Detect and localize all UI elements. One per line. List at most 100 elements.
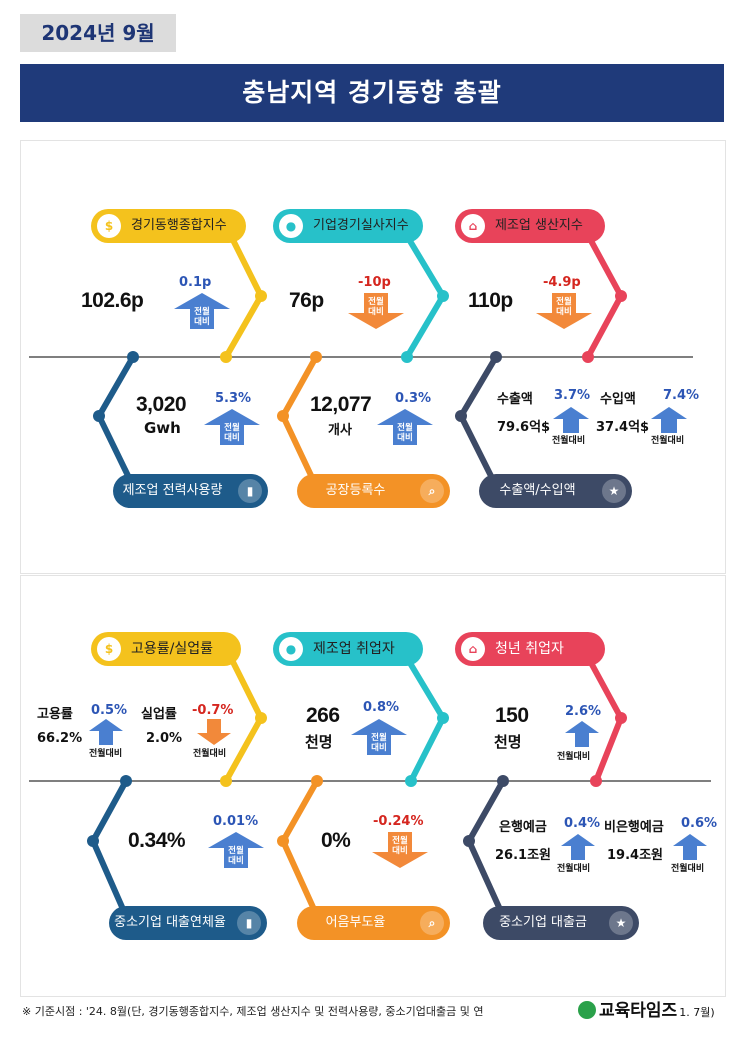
up-arrow-icon xyxy=(553,407,589,433)
manufacturing-employees-value: 266 xyxy=(306,704,340,727)
label-coincident-index: $ 경기동행종합지수 xyxy=(91,209,246,243)
up-arrow-icon xyxy=(565,721,599,747)
youth-mom-label: 전월대비 xyxy=(557,752,591,762)
factory-count-unit: 개사 xyxy=(328,423,352,438)
coin-icon: $ xyxy=(97,214,121,238)
star-icon: ★ xyxy=(609,911,633,935)
export-value: 79.6억$ xyxy=(497,420,551,435)
label-text: 제조업 전력사용량 xyxy=(122,483,223,498)
label-dishonored-bill-rate: 어음부도율 ⌕ xyxy=(297,906,450,940)
panel-economic-indices: $ 경기동행종합지수 ● 기업경기실사지수 ⌂ 제조업 생산지수 102.6p … xyxy=(20,140,726,574)
nonbank-deposit-change: 0.6% xyxy=(681,816,718,831)
production-index-value: 110p xyxy=(468,289,513,312)
label-text: 수출액/수입액 xyxy=(499,483,576,498)
unemployment-mom-label: 전월대비 xyxy=(193,749,227,759)
up-arrow-icon xyxy=(673,834,707,860)
employment-rate-value: 66.2% xyxy=(37,731,83,746)
label-text: 공장등록수 xyxy=(325,483,386,498)
label-text: 중소기업 대출연체율 xyxy=(114,915,226,930)
power-usage-value: 3,020 xyxy=(136,393,187,416)
import-change: 7.4% xyxy=(663,388,700,403)
mom-label: 전월 대비 xyxy=(556,297,572,317)
mom-label: 전월 대비 xyxy=(371,733,387,753)
factory-count-change: 0.3% xyxy=(395,391,432,406)
unemployment-rate-value: 2.0% xyxy=(146,731,183,746)
employment-rate-change: 0.5% xyxy=(91,703,128,718)
label-factory-registration: 공장등록수 ⌕ xyxy=(297,474,450,508)
export-mom-label: 전월대비 xyxy=(552,436,586,446)
youth-employees-change: 2.6% xyxy=(565,704,602,719)
footnote-end: 1. 7월) xyxy=(679,1006,715,1019)
bank-deposit-mom-label: 전월대비 xyxy=(557,864,591,874)
production-index-change: -4.9p xyxy=(543,275,581,290)
up-arrow-icon: 전월 대비 xyxy=(351,719,407,755)
import-value: 37.4억$ xyxy=(596,420,650,435)
down-arrow-icon: 전월 대비 xyxy=(372,832,428,868)
employment-mom-label: 전월대비 xyxy=(89,749,123,759)
up-arrow-icon: 전월 대비 xyxy=(208,832,264,868)
mom-label: 전월 대비 xyxy=(397,423,413,443)
mom-label: 전월 대비 xyxy=(368,297,384,317)
panel2-connector-graphics xyxy=(29,645,711,919)
page-title: 충남지역 경기동향 총괄 xyxy=(20,64,724,122)
footnote: ※ 기준시점 : '24. 8월(단, 경기동행종합지수, 제조업 생산지수 및… xyxy=(22,1005,484,1018)
up-arrow-icon: 전월 대비 xyxy=(204,409,260,445)
up-arrow-icon xyxy=(89,719,123,745)
bank-deposit-label: 은행예금 xyxy=(499,820,547,835)
down-arrow-icon: 전월 대비 xyxy=(536,293,592,329)
unemployment-rate-label: 실업률 xyxy=(141,707,177,722)
dishonored-bill-rate-change: -0.24% xyxy=(373,814,424,829)
label-text: 청년 취업자 xyxy=(495,641,564,657)
report-date-tag: 2024년 9월 xyxy=(20,14,176,52)
label-text: 어음부도율 xyxy=(325,915,386,930)
factory-count-value: 12,077 xyxy=(310,393,372,416)
nonbank-deposit-value: 19.4조원 xyxy=(607,848,663,863)
label-text: 기업경기실사지수 xyxy=(313,218,409,233)
export-change: 3.7% xyxy=(554,388,591,403)
label-sme-delinquency: 중소기업 대출연체율 ▮ xyxy=(109,906,267,940)
power-usage-unit: Gwh xyxy=(144,419,181,437)
youth-employees-unit: 천명 xyxy=(494,733,522,751)
nonbank-deposit-mom-label: 전월대비 xyxy=(671,864,705,874)
bsi-value: 76p xyxy=(289,289,324,312)
employment-rate-label: 고용률 xyxy=(37,707,73,722)
import-mom-label: 전월대비 xyxy=(651,436,685,446)
up-arrow-icon: 전월 대비 xyxy=(377,409,433,445)
mom-label: 전월 대비 xyxy=(224,423,240,443)
bank-deposit-change: 0.4% xyxy=(564,816,601,831)
up-arrow-icon: 전월 대비 xyxy=(174,293,230,329)
manufacturing-employees-unit: 천명 xyxy=(305,733,333,751)
up-arrow-icon xyxy=(651,407,687,433)
label-text: 제조업 생산지수 xyxy=(495,218,583,233)
publisher-logo: 교육타임즈 1. 7월) xyxy=(578,997,728,1025)
power-usage-change: 5.3% xyxy=(215,391,252,406)
logo-text: 교육타임즈 xyxy=(599,1001,678,1021)
home-icon: ⌂ xyxy=(461,214,485,238)
coin-icon: $ xyxy=(97,637,121,661)
bar-chart-icon: ▮ xyxy=(237,911,261,935)
search-icon: ⌕ xyxy=(420,479,444,503)
coincident-index-change: 0.1p xyxy=(179,275,212,290)
up-arrow-icon xyxy=(561,834,595,860)
label-youth-employees: ⌂ 청년 취업자 xyxy=(455,632,605,666)
label-power-usage: 제조업 전력사용량 ▮ xyxy=(113,474,268,508)
person-icon: ● xyxy=(279,214,303,238)
search-icon: ⌕ xyxy=(420,911,444,935)
logo-mark-icon xyxy=(578,1001,596,1019)
youth-employees-value: 150 xyxy=(495,704,529,727)
label-text: 경기동행종합지수 xyxy=(131,218,227,233)
label-bsi: ● 기업경기실사지수 xyxy=(273,209,423,243)
label-manufacturing-employees: ● 제조업 취업자 xyxy=(273,632,423,666)
coincident-index-value: 102.6p xyxy=(81,289,144,312)
person-icon: ● xyxy=(279,637,303,661)
label-sme-loans: 중소기업 대출금 ★ xyxy=(483,906,639,940)
mom-label: 전월 대비 xyxy=(194,307,210,327)
nonbank-deposit-label: 비은행예금 xyxy=(604,820,664,835)
label-export-import: 수출액/수입액 ★ xyxy=(479,474,632,508)
bar-chart-icon: ▮ xyxy=(238,479,262,503)
export-label: 수출액 xyxy=(497,392,533,407)
sme-delinquency-value: 0.34% xyxy=(128,829,186,852)
sme-delinquency-change: 0.01% xyxy=(213,814,259,829)
star-icon: ★ xyxy=(602,479,626,503)
mom-label: 전월 대비 xyxy=(228,846,244,866)
